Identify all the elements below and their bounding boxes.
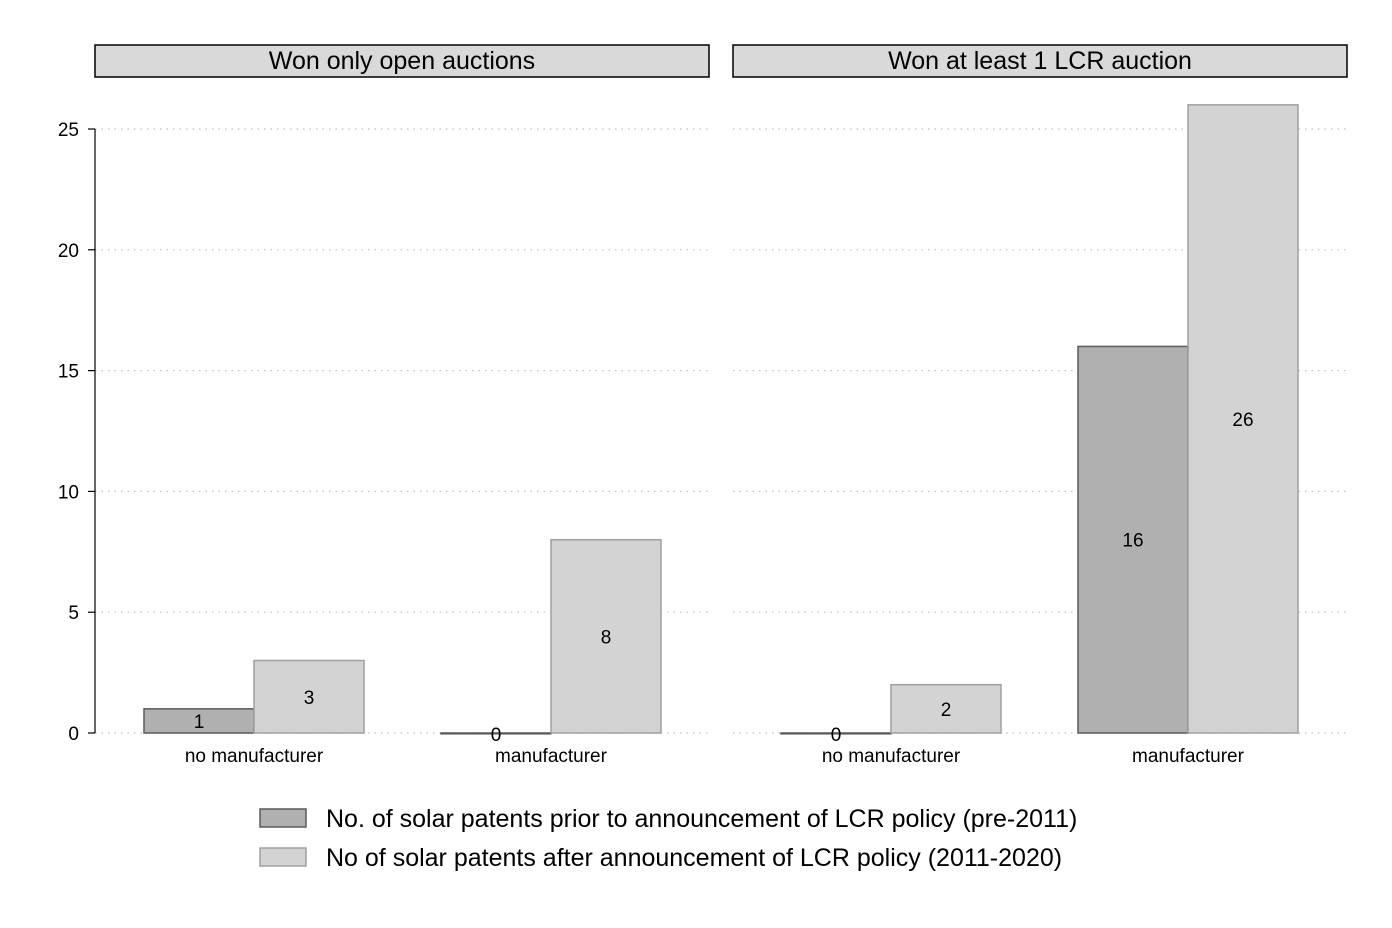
data-label: 2	[941, 700, 952, 721]
chart-panels: Won only open auctions 1 0 3 8 no manufacture…	[95, 45, 1347, 767]
x-tick-label: no manufacturer	[822, 746, 961, 767]
x-tick-label: manufacturer	[1132, 746, 1245, 767]
data-label: 1	[194, 712, 205, 733]
data-label: 26	[1232, 410, 1253, 431]
y-tick-label: 0	[68, 724, 79, 745]
legend: No. of solar patents prior to announceme…	[260, 805, 1077, 872]
data-label: 0	[831, 725, 842, 746]
data-label: 16	[1122, 531, 1143, 552]
legend-swatch-pre	[260, 809, 306, 827]
data-label: 0	[491, 725, 502, 746]
y-tick-label: 20	[58, 241, 79, 262]
x-tick-label: no manufacturer	[185, 746, 324, 767]
y-tick-label: 10	[58, 482, 79, 503]
y-tick-label: 5	[68, 603, 79, 624]
legend-label: No. of solar patents prior to announceme…	[326, 805, 1077, 833]
panel-title: Won at least 1 LCR auction	[888, 47, 1192, 75]
panel-1: Won at least 1 LCR auction 0 16 2 26 no manuf…	[733, 45, 1347, 767]
legend-swatch-post	[260, 848, 306, 866]
legend-label: No of solar patents after announcement o…	[326, 844, 1062, 872]
y-axis: 0 5 10 15 20 25	[58, 120, 95, 745]
panel-0: Won only open auctions 1 0 3 8 no manufacture…	[95, 45, 709, 767]
data-label: 8	[601, 627, 612, 648]
y-tick-label: 25	[58, 120, 79, 141]
data-label: 3	[304, 688, 315, 709]
panel-title: Won only open auctions	[269, 47, 535, 75]
x-tick-label: manufacturer	[495, 746, 608, 767]
y-tick-label: 15	[58, 362, 79, 383]
